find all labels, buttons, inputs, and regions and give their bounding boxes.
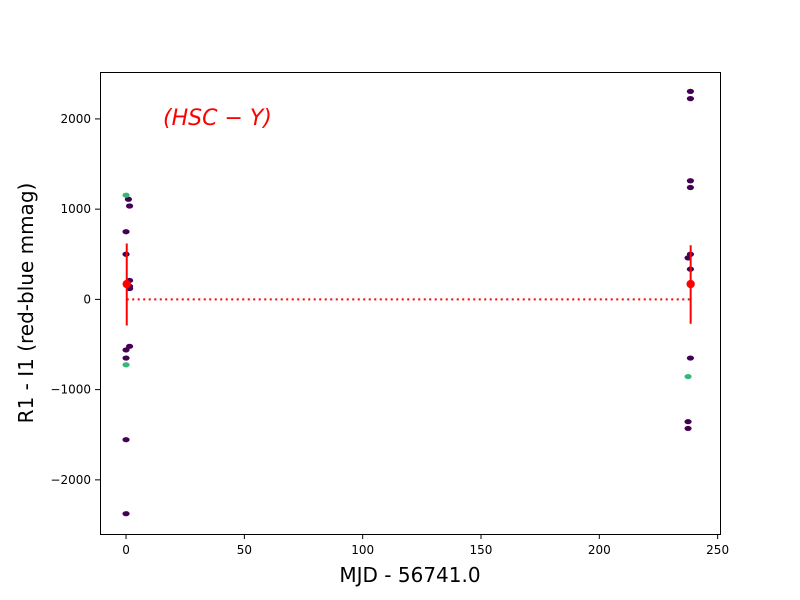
x-tick-label: 100 bbox=[351, 543, 374, 557]
data-point bbox=[122, 362, 130, 368]
data-point bbox=[684, 419, 692, 425]
y-axis-label: R1 - I1 (red-blue mmag) bbox=[14, 183, 38, 424]
data-point bbox=[124, 196, 132, 202]
x-axis-ticks: 0 50 100 150 200 250 bbox=[122, 534, 729, 557]
x-tick-label: 250 bbox=[706, 543, 729, 557]
data-point bbox=[684, 425, 692, 432]
data-point bbox=[686, 96, 695, 102]
data-point bbox=[122, 511, 130, 517]
data-point bbox=[686, 178, 695, 184]
y-axis-ticks: −2000 −1000 0 1000 2000 bbox=[50, 112, 100, 487]
y-tick-label: 1000 bbox=[60, 202, 91, 216]
x-tick-label: 200 bbox=[588, 543, 611, 557]
x-tick-label: 150 bbox=[470, 543, 493, 557]
data-point bbox=[122, 192, 130, 198]
mean-point bbox=[122, 279, 131, 289]
x-tick-label: 50 bbox=[237, 543, 252, 557]
data-point bbox=[125, 203, 134, 209]
data-point bbox=[684, 373, 692, 380]
y-tick-label: −2000 bbox=[50, 473, 91, 487]
x-tick-label: 0 bbox=[122, 543, 130, 557]
y-tick-label: 2000 bbox=[60, 112, 91, 126]
data-point bbox=[122, 347, 130, 353]
x-axis-label: MJD - 56741.0 bbox=[339, 563, 480, 587]
plot-frame bbox=[100, 72, 721, 535]
y-tick-label: −1000 bbox=[50, 383, 91, 397]
mean-point bbox=[686, 279, 695, 289]
data-point bbox=[122, 355, 130, 361]
data-point bbox=[686, 184, 695, 191]
data-point bbox=[686, 355, 695, 361]
data-point bbox=[122, 437, 130, 443]
y-tick-label: 0 bbox=[83, 292, 91, 306]
plot-annotation: (HSC − Y) bbox=[163, 106, 272, 131]
plot-marks bbox=[122, 88, 695, 517]
data-point bbox=[686, 88, 695, 95]
data-point bbox=[125, 343, 134, 349]
data-point bbox=[122, 229, 130, 235]
